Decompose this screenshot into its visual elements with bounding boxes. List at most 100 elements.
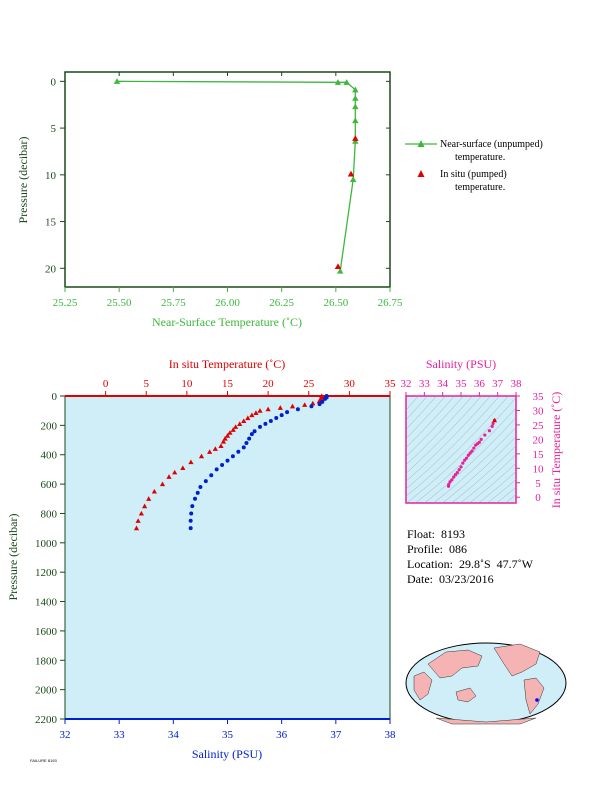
ts-x-axis-label: Salinity (PSU) <box>426 357 496 371</box>
temperature-point <box>135 518 141 523</box>
temperature-tick-label: 20 <box>263 378 275 390</box>
pumped-temperature-point <box>347 170 355 177</box>
unpumped-temperature-point <box>343 79 350 85</box>
temperature-tick-label: 30 <box>344 378 356 390</box>
ts-point <box>453 473 458 477</box>
temperature-point <box>302 402 308 407</box>
pressure-tick-label: 600 <box>41 479 58 491</box>
ts-point <box>468 451 472 455</box>
map-landmass-antarctica <box>435 717 537 725</box>
ts-x-tick-label: 38 <box>511 378 523 390</box>
pumped-temperature-point <box>352 135 359 141</box>
salinity-point <box>320 399 325 404</box>
main-bottom-axis-label: Salinity (PSU) <box>192 747 262 761</box>
density-contour <box>406 396 491 482</box>
temperature-point <box>227 430 233 435</box>
temperature-point <box>188 459 194 465</box>
temperature-point <box>277 405 283 410</box>
pressure-tick-label: 0 <box>52 391 58 403</box>
ts-y-tick-label: 15 <box>533 449 545 461</box>
temperature-point <box>237 421 243 426</box>
ts-point <box>452 475 456 479</box>
pumped-temperature-point <box>334 263 342 269</box>
ts-point <box>487 429 492 433</box>
salinity-tick-label: 37 <box>330 729 342 741</box>
temperature-point <box>230 427 236 432</box>
ts-point <box>491 421 495 426</box>
map-landmass-asia-europe <box>427 649 483 679</box>
pressure-tick-label: 1600 <box>35 626 58 638</box>
salinity-point <box>241 445 246 450</box>
map-landmass-south-america <box>523 677 545 715</box>
temperature-point <box>207 449 213 454</box>
ts-y-tick-label: 35 <box>533 391 545 403</box>
salinity-point <box>323 396 327 401</box>
salinity-point <box>279 413 284 418</box>
main-y-axis-label: Pressure (decibar) <box>6 514 20 601</box>
temperature-point <box>218 443 224 448</box>
ts-y-tick-label: 0 <box>535 492 541 504</box>
top-x-tick-label: 26.50 <box>323 297 348 309</box>
temperature-salinity-profile-chart: 0 5 10 15 20 25 30 35 32 33 34 35 36 37 38 0 200 400 600 80… <box>6 357 396 761</box>
density-contour <box>505 494 516 503</box>
salinity-point <box>188 526 193 531</box>
temperature-point <box>233 424 239 429</box>
ts-x-tick-label: 36 <box>474 378 486 390</box>
unpumped-temperature-point <box>352 117 359 124</box>
float-location-marker <box>535 698 539 702</box>
top-y-axis-label: Pressure (decibar) <box>16 137 30 224</box>
temperature-tick-label: 10 <box>181 378 193 390</box>
density-contour <box>424 417 516 503</box>
salinity-tick-label: 32 <box>60 729 71 741</box>
density-contour <box>406 396 482 474</box>
ts-point <box>472 446 476 450</box>
ts-point <box>448 480 452 484</box>
ts-point <box>479 437 483 441</box>
temperature-tick-label: 5 <box>144 378 150 390</box>
unpumped-temperature-point <box>349 176 357 183</box>
temperature-point <box>133 525 140 531</box>
temperature-tick-label: 25 <box>303 378 315 390</box>
density-contour <box>487 479 516 503</box>
temperature-point <box>257 408 263 413</box>
temperature-point <box>245 415 251 421</box>
temperature-point <box>224 433 231 438</box>
ts-surface-marker <box>492 417 498 423</box>
ts-y-tick-label: 5 <box>535 478 541 490</box>
ts-x-tick-label: 35 <box>456 378 468 390</box>
temperature-point <box>310 400 316 406</box>
salinity-point <box>252 429 257 434</box>
pressure-tick-label: 400 <box>41 450 58 462</box>
ts-x-tick-label: 33 <box>419 378 431 390</box>
footer-text: FAILURE 8193 <box>30 758 57 763</box>
salinity-point <box>236 449 241 454</box>
top-x-tick-label: 25.75 <box>161 297 186 309</box>
temperature-point <box>166 474 172 479</box>
top-x-tick-label: 25.50 <box>107 297 132 309</box>
salinity-tick-label: 33 <box>114 729 126 741</box>
unpumped-temperature-point <box>336 267 344 274</box>
temperature-point <box>289 403 296 409</box>
salinity-point <box>188 518 193 523</box>
salinity-point <box>274 416 279 421</box>
pressure-tick-label: 1400 <box>35 597 58 609</box>
profile-number: Profile: 086 <box>407 542 467 556</box>
top-y-tick-label: 15 <box>45 217 57 229</box>
salinity-point <box>247 436 252 441</box>
salinity-point <box>309 404 314 409</box>
density-contour <box>406 396 473 466</box>
temperature-point <box>220 438 227 444</box>
salinity-point <box>249 432 254 437</box>
temperature-point <box>198 453 205 459</box>
ts-point <box>457 468 461 472</box>
density-contour <box>460 454 516 503</box>
density-contour <box>406 396 500 490</box>
location: Location: 29.8˚S 47.7˚W <box>407 557 533 571</box>
temperature-point <box>241 418 247 424</box>
temperature-point <box>172 469 178 475</box>
salinity-point <box>244 440 249 445</box>
legend-label-pumped: In situ (pumped) temperature. <box>440 169 507 193</box>
float-id: Float: 8193 <box>407 527 466 541</box>
density-contour <box>496 486 516 503</box>
temperature-point <box>265 406 271 412</box>
